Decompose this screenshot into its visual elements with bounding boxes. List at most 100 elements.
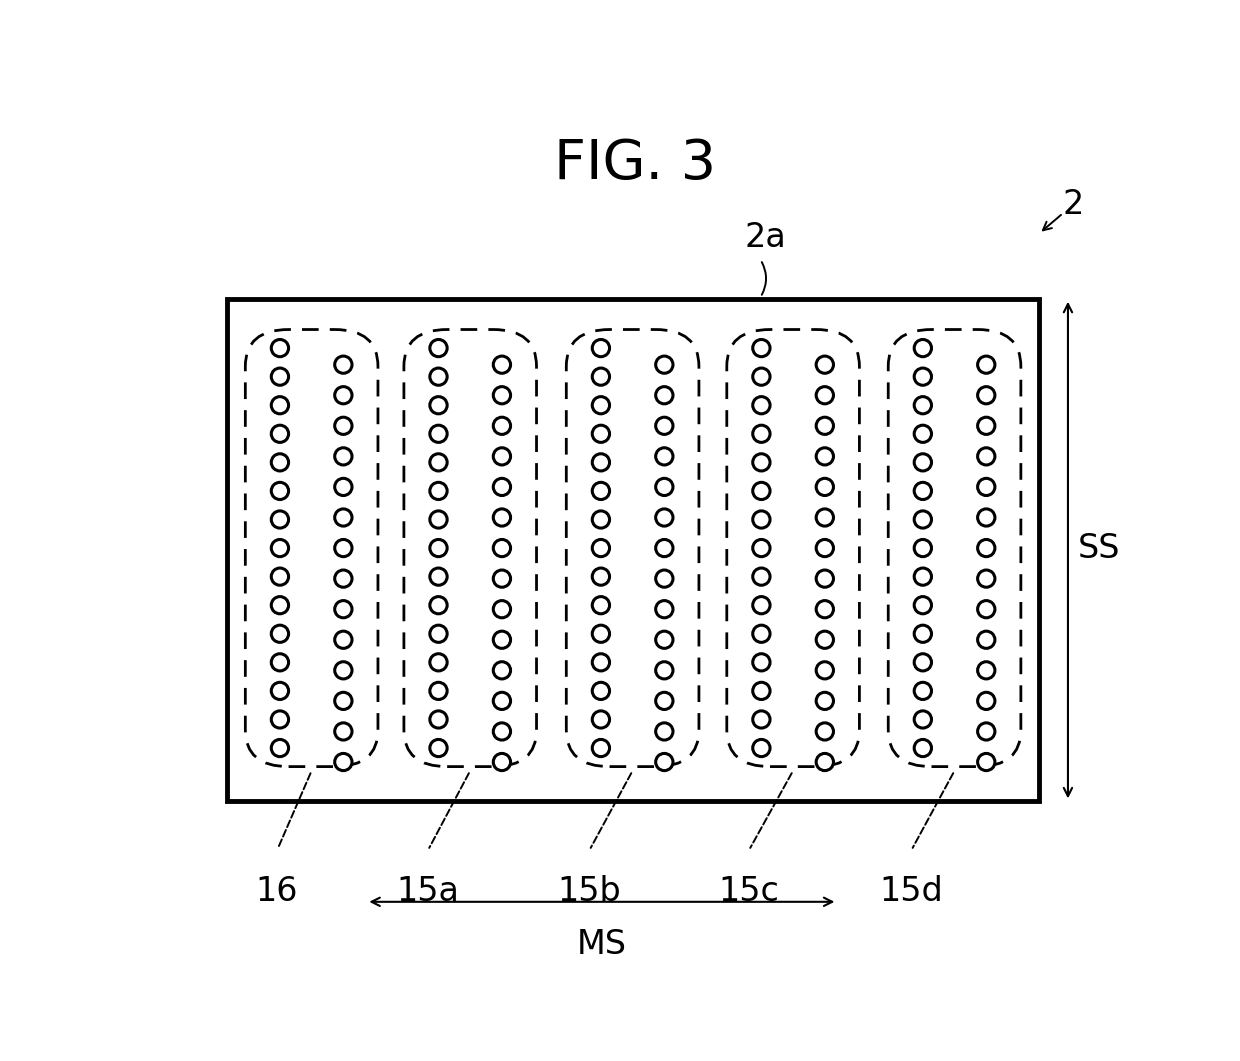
Ellipse shape (753, 368, 770, 385)
Ellipse shape (593, 568, 610, 586)
Ellipse shape (335, 570, 352, 587)
Ellipse shape (656, 753, 673, 770)
Ellipse shape (656, 539, 673, 557)
Ellipse shape (816, 753, 833, 770)
Text: 2a: 2a (744, 221, 786, 254)
Ellipse shape (494, 601, 511, 618)
Ellipse shape (430, 425, 448, 442)
Ellipse shape (494, 570, 511, 587)
Ellipse shape (753, 539, 770, 557)
Ellipse shape (593, 425, 610, 442)
Ellipse shape (430, 539, 448, 557)
Ellipse shape (335, 448, 352, 465)
Ellipse shape (914, 682, 931, 699)
Ellipse shape (753, 654, 770, 671)
Ellipse shape (977, 539, 994, 557)
Ellipse shape (430, 740, 448, 756)
Ellipse shape (816, 417, 833, 434)
Ellipse shape (593, 454, 610, 471)
Ellipse shape (430, 568, 448, 586)
Ellipse shape (593, 397, 610, 414)
Ellipse shape (753, 682, 770, 699)
Ellipse shape (335, 539, 352, 557)
Ellipse shape (977, 662, 994, 679)
Ellipse shape (335, 662, 352, 679)
Ellipse shape (494, 356, 511, 373)
Ellipse shape (430, 397, 448, 414)
FancyBboxPatch shape (227, 299, 1039, 801)
Ellipse shape (430, 368, 448, 385)
Ellipse shape (335, 753, 352, 770)
Ellipse shape (753, 340, 770, 356)
Text: 2: 2 (1063, 189, 1084, 222)
Ellipse shape (272, 568, 289, 586)
Ellipse shape (335, 692, 352, 710)
Ellipse shape (593, 368, 610, 385)
Ellipse shape (272, 596, 289, 613)
Ellipse shape (914, 340, 931, 356)
Ellipse shape (656, 601, 673, 618)
Text: 15d: 15d (879, 875, 944, 908)
Ellipse shape (977, 631, 994, 648)
Text: 15b: 15b (558, 875, 621, 908)
Ellipse shape (494, 386, 511, 404)
Ellipse shape (593, 340, 610, 356)
Ellipse shape (977, 601, 994, 618)
Ellipse shape (753, 511, 770, 528)
Ellipse shape (430, 340, 448, 356)
Ellipse shape (335, 509, 352, 526)
Ellipse shape (977, 692, 994, 710)
Ellipse shape (272, 625, 289, 642)
Ellipse shape (430, 682, 448, 699)
Ellipse shape (656, 692, 673, 710)
Ellipse shape (816, 386, 833, 404)
Text: MS: MS (577, 928, 627, 961)
Ellipse shape (977, 448, 994, 465)
Ellipse shape (977, 509, 994, 526)
Ellipse shape (914, 654, 931, 671)
Ellipse shape (656, 356, 673, 373)
Ellipse shape (593, 682, 610, 699)
Ellipse shape (753, 740, 770, 756)
Ellipse shape (494, 753, 511, 770)
Ellipse shape (272, 539, 289, 557)
Ellipse shape (914, 740, 931, 756)
Ellipse shape (494, 692, 511, 710)
Ellipse shape (816, 601, 833, 618)
Ellipse shape (494, 662, 511, 679)
Ellipse shape (430, 711, 448, 728)
Ellipse shape (430, 511, 448, 528)
Ellipse shape (914, 539, 931, 557)
Ellipse shape (335, 723, 352, 740)
Ellipse shape (494, 509, 511, 526)
Ellipse shape (593, 511, 610, 528)
Ellipse shape (656, 448, 673, 465)
Ellipse shape (272, 454, 289, 471)
Ellipse shape (914, 711, 931, 728)
Ellipse shape (272, 340, 289, 356)
Ellipse shape (656, 386, 673, 404)
Ellipse shape (753, 568, 770, 586)
Ellipse shape (593, 625, 610, 642)
Ellipse shape (753, 711, 770, 728)
Ellipse shape (977, 386, 994, 404)
Ellipse shape (272, 711, 289, 728)
Ellipse shape (977, 417, 994, 434)
Ellipse shape (593, 654, 610, 671)
Ellipse shape (656, 662, 673, 679)
Ellipse shape (494, 539, 511, 557)
Ellipse shape (816, 631, 833, 648)
Ellipse shape (914, 568, 931, 586)
Ellipse shape (335, 417, 352, 434)
Ellipse shape (816, 692, 833, 710)
Ellipse shape (335, 356, 352, 373)
Ellipse shape (335, 601, 352, 618)
Ellipse shape (914, 425, 931, 442)
Ellipse shape (816, 570, 833, 587)
Ellipse shape (914, 397, 931, 414)
Ellipse shape (430, 654, 448, 671)
Text: 16: 16 (255, 875, 299, 908)
Ellipse shape (430, 596, 448, 613)
Ellipse shape (494, 723, 511, 740)
Text: SS: SS (1078, 532, 1120, 564)
